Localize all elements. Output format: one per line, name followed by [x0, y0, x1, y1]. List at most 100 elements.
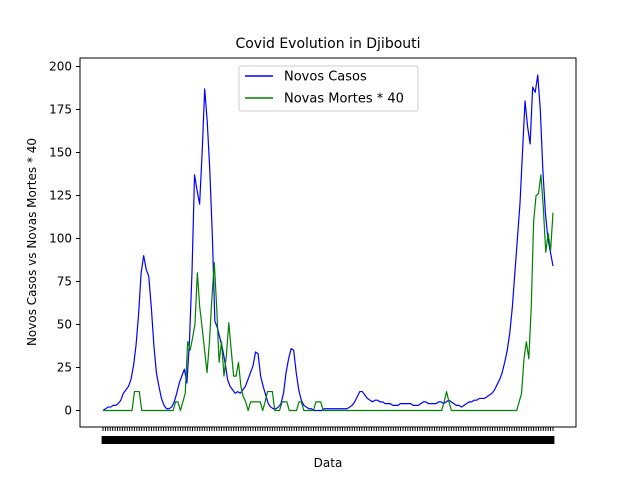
x-tick-label-blob: [159, 436, 163, 444]
x-tick-label-blob: [488, 436, 492, 444]
x-tick-label-blob: [404, 436, 407, 444]
x-tick-label-blob: [164, 436, 168, 444]
x-tick-label-blob: [413, 436, 417, 444]
x-tick-label-blob: [130, 436, 134, 444]
x-tick-label-blob: [551, 436, 555, 444]
x-tick-label-blob: [116, 436, 119, 444]
x-tick-label-blob: [537, 436, 540, 444]
x-tick-label-blob: [217, 436, 221, 444]
x-tick-label-blob: [307, 436, 311, 444]
plot-area: [102, 74, 554, 412]
x-tick-label-blob: [108, 436, 112, 444]
x-tick-label-blob: [120, 436, 124, 444]
chart-title: Covid Evolution in Djibouti: [235, 36, 420, 52]
x-tick-label-blob: [191, 436, 194, 444]
x-tick-label-blob: [462, 436, 465, 444]
x-tick-label-blob: [396, 436, 400, 444]
x-tick-label-blob: [123, 436, 127, 444]
x-tick-label-blob: [394, 436, 398, 444]
x-tick-label-blob: [215, 436, 219, 444]
x-tick-label-blob: [273, 436, 277, 444]
x-tick-label-blob: [358, 436, 361, 444]
x-tick-label-blob: [365, 436, 369, 444]
x-tick-label-blob: [534, 436, 538, 444]
x-tick-label-blob: [234, 436, 238, 444]
x-tick-label-blob: [454, 436, 458, 444]
x-tick-label-blob: [198, 436, 202, 444]
x-tick-label-blob: [435, 436, 439, 444]
x-tick-label-blob: [290, 436, 294, 444]
x-tick-label-blob: [316, 436, 320, 444]
x-tick-label-blob: [106, 436, 110, 444]
x-tick-label-blob: [447, 436, 451, 444]
x-tick-label-blob: [162, 436, 165, 444]
x-tick-label-blob: [312, 436, 315, 444]
x-tick-label-blob: [544, 436, 548, 444]
x-tick-label-blob: [437, 436, 441, 444]
x-tick-label-blob: [186, 436, 190, 444]
x-tick-label-blob: [411, 436, 415, 444]
x-tick-label-blob: [285, 436, 289, 444]
x-tick-label-blob: [512, 436, 516, 444]
x-tick-label-blob: [546, 436, 550, 444]
x-tick-label-blob: [128, 436, 132, 444]
y-tick-label: 50: [57, 318, 72, 332]
x-tick-label-blob: [145, 436, 148, 444]
x-tick-label-blob: [527, 436, 531, 444]
legend: Novos Casos Novas Mortes * 40: [238, 65, 419, 112]
x-tick-label-blob: [493, 436, 497, 444]
x-tick-label-blob: [118, 436, 122, 444]
x-tick-label-blob: [280, 436, 284, 444]
x-tick-label-blob: [449, 436, 453, 444]
x-tick-label-blob: [205, 436, 209, 444]
x-tick-label-blob: [370, 436, 373, 444]
x-tick-label-blob: [442, 436, 446, 444]
x-tick-label-blob: [372, 436, 376, 444]
x-tick-label-blob: [520, 436, 523, 444]
x-tick-label-blob: [324, 436, 327, 444]
x-tick-label-blob: [464, 436, 468, 444]
x-tick-label-blob: [374, 436, 378, 444]
x-tick-label-blob: [457, 436, 461, 444]
x-tick-label-blob: [220, 436, 223, 444]
x-tick-label-blob: [517, 436, 521, 444]
x-tick-label-blob: [203, 436, 207, 444]
x-tick-label-blob: [299, 436, 303, 444]
legend-box: [238, 65, 419, 112]
x-tick-label-blob: [166, 436, 170, 444]
x-tick-label-blob: [229, 436, 233, 444]
x-tick-label-blob: [471, 436, 475, 444]
y-tick-label: 150: [49, 146, 72, 160]
x-tick-label-blob: [479, 436, 482, 444]
x-tick-label-blob: [309, 436, 313, 444]
x-tick-label-blob: [384, 436, 388, 444]
x-tick-label-blob: [389, 436, 393, 444]
x-tick-label-blob: [469, 436, 473, 444]
x-tick-label-blob: [222, 436, 226, 444]
x-tick-label-blob: [331, 436, 335, 444]
x-tick-label-blob: [176, 436, 180, 444]
x-tick-label-blob: [433, 436, 436, 444]
x-tick-label-blob: [249, 436, 252, 444]
x-tick-label-blob: [326, 436, 330, 444]
x-tick-label-blob: [345, 436, 349, 444]
x-tick-label-blob: [319, 436, 323, 444]
x-tick-label-blob: [268, 436, 272, 444]
x-tick-label-blob: [256, 436, 260, 444]
y-tick-label: 25: [57, 361, 72, 375]
x-tick-label-blob: [350, 436, 354, 444]
x-tick-label-blob: [258, 436, 262, 444]
x-tick-label-blob: [266, 436, 269, 444]
x-tick-label-blob: [495, 436, 499, 444]
x-tick-label-blob: [353, 436, 357, 444]
x-tick-label-blob: [297, 436, 301, 444]
x-tick-label-blob: [503, 436, 507, 444]
series-line-2: [103, 174, 554, 412]
x-tick-label-blob: [355, 436, 359, 444]
x-tick-label-blob: [379, 436, 383, 444]
x-tick-label-blob: [362, 436, 366, 444]
x-tick-label-blob: [251, 436, 255, 444]
x-tick-label-blob: [244, 436, 248, 444]
x-tick-label-blob: [152, 436, 156, 444]
